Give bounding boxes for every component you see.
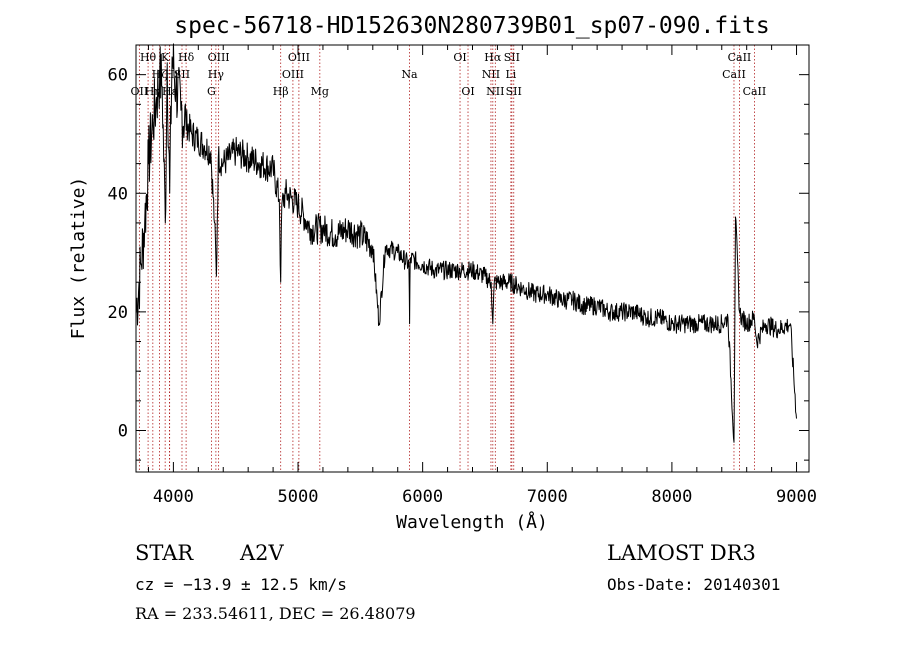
object-class: STAR [135,541,194,565]
line-annotation-label: SII [504,51,520,64]
object-subclass: A2V [240,541,284,565]
x-tick-label: 7000 [527,487,568,507]
line-annotation-label: OI [461,85,474,98]
line-annotation-label: G [207,85,216,98]
y-tick-label: 40 [108,184,128,204]
line-annotation-label: CaII [743,85,767,98]
line-annotation-label: Hγ [208,68,225,81]
plot-frame [135,44,810,473]
line-annotation-label: Hθ [140,51,157,64]
line-annotation-label: OII [131,85,149,98]
redshift-text: cz = −13.9 ± 12.5 km/s [135,575,347,594]
survey-name: LAMOST DR3 [607,541,756,565]
line-annotation-label: Hα [484,51,502,64]
y-tick-label: 0 [118,421,128,441]
x-tick-label: 6000 [402,487,443,507]
y-axis-label: Flux (relative) [68,177,89,340]
coordinates-text: RA = 233.54611, DEC = 26.48079 [135,604,416,623]
line-annotation-label: Li [505,68,516,81]
line-annotation-label: Hη [145,85,161,98]
line-annotation-label: OIII [208,51,230,64]
line-annotation-label: Hε [162,85,178,98]
x-tick-label: 5000 [278,487,319,507]
line-annotation-label: NII [486,85,504,98]
line-annotation-label: Hδ [178,51,195,64]
x-tick-label: 4000 [153,487,194,507]
line-annotation-label: K [161,51,170,64]
x-tick-label: 8000 [651,487,692,507]
x-axis-label: Wavelength (Å) [396,511,548,533]
line-annotation-label: Mg [311,85,329,98]
line-annotation-label: CaII [728,51,752,64]
line-annotation-label: OIII [288,51,310,64]
observation-date: Obs-Date: 20140301 [607,575,781,594]
line-annotation-label: OI [453,51,466,64]
spectrum-line [135,43,797,443]
line-annotation-label: Hβ [273,85,289,98]
line-annotation-label: CaII [722,68,746,81]
x-tick-label: 9000 [776,487,817,507]
line-annotation-label: Na [401,68,418,81]
line-annotation-label: SII [506,85,522,98]
chart-title: spec-56718-HD152630N280739B01_sp07-090.f… [174,13,769,39]
line-annotation-label: NII [482,68,500,81]
line-annotation-label: OIII [282,68,304,81]
y-tick-label: 60 [108,66,128,86]
y-tick-label: 20 [108,303,128,323]
